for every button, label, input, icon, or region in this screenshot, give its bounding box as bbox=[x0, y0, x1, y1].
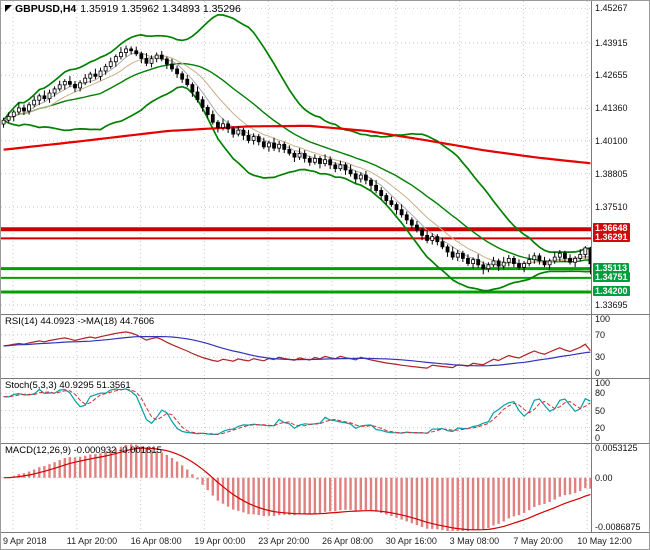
macd-canvas[interactable] bbox=[1, 444, 593, 531]
chart-title: GBPUSD,H4 1.35919 1.35962 1.34893 1.35296 bbox=[5, 3, 241, 15]
support-price-badge: 1.34200 bbox=[593, 285, 630, 296]
resistance-price-badge: 1.36648 bbox=[593, 223, 630, 234]
time-tick-label: 23 Apr 20:00 bbox=[258, 536, 310, 546]
price-tick-label: 1.45267 bbox=[595, 3, 628, 14]
price-tick-label: 1.40100 bbox=[595, 135, 628, 146]
stoch-tick-label: 0 bbox=[595, 433, 601, 443]
time-tick-label: 10 May 12:00 bbox=[577, 536, 632, 546]
macd-tick-label: 0.00 bbox=[595, 472, 613, 483]
rsi-axis[interactable]: 100 70 30 0 bbox=[591, 314, 649, 378]
price-tick-label: 1.33695 bbox=[595, 299, 628, 310]
rsi-tick-label: 70 bbox=[595, 329, 606, 340]
stoch-tick-label: 80 bbox=[595, 388, 606, 399]
time-tick-label: 26 Apr 08:00 bbox=[322, 536, 374, 546]
rsi-tick-label: 0 bbox=[595, 368, 601, 378]
price-tick-label: 1.37510 bbox=[595, 202, 628, 213]
time-tick-label: 7 May 20:00 bbox=[513, 536, 563, 546]
chart-corner-icon bbox=[5, 5, 12, 12]
stochastic-label: Stoch(5,3,3) 40.9295 51.3561 bbox=[5, 380, 131, 391]
macd-axis[interactable]: 0.0053125 0.00 -0.0086875 bbox=[591, 443, 649, 532]
rsi-label: RSI(14) 44.0923 ->MA(18) 44.7606 bbox=[5, 316, 155, 327]
resistance-price-badge: 1.36291 bbox=[593, 232, 630, 243]
price-tick-label: 1.42655 bbox=[595, 70, 628, 81]
price-axis[interactable]: 1.45267 1.43915 1.42655 1.41360 1.40100 1.388… bbox=[591, 1, 649, 314]
macd-panel: 0.0053125 0.00 -0.0086875 MACD(12,26,9) -0… bbox=[1, 443, 649, 533]
macd-tick-label: 0.0053125 bbox=[595, 443, 638, 453]
time-tick-label: 30 Apr 16:00 bbox=[385, 536, 437, 546]
stoch-tick-label: 100 bbox=[595, 378, 611, 388]
rsi-panel: 100 70 30 0 RSI(14) 44.0923 ->MA(18) 44.760… bbox=[1, 314, 649, 379]
macd-label: MACD(12,26,9) -0.000932 -0.001615 bbox=[5, 445, 162, 456]
stochastic-canvas[interactable] bbox=[1, 379, 593, 442]
main-chart-panel: 1.45267 1.43915 1.42655 1.41360 1.40100 1.388… bbox=[1, 1, 649, 315]
price-tick-label: 1.41360 bbox=[595, 103, 628, 114]
main-chart-canvas[interactable] bbox=[1, 1, 593, 313]
macd-tick-label: -0.0086875 bbox=[595, 522, 641, 532]
stochastic-axis[interactable]: 100 80 50 20 0 bbox=[591, 378, 649, 443]
rsi-tick-label: 100 bbox=[595, 314, 611, 324]
rsi-canvas[interactable] bbox=[1, 315, 593, 377]
symbol-label: GBPUSD,H4 bbox=[15, 3, 77, 15]
stoch-tick-label: 50 bbox=[595, 405, 606, 416]
support-price-badge: 1.34751 bbox=[593, 271, 630, 282]
rsi-tick-label: 30 bbox=[595, 352, 606, 363]
time-tick-label: 16 Apr 08:00 bbox=[130, 536, 182, 546]
time-axis[interactable]: 9 Apr 2018 11 Apr 20:00 16 Apr 08:00 19 Apr… bbox=[1, 533, 649, 549]
ohlc-label: 1.35919 1.35962 1.34893 1.35296 bbox=[80, 3, 241, 15]
time-tick-label: 9 Apr 2018 bbox=[3, 536, 47, 546]
time-tick-label: 3 May 08:00 bbox=[449, 536, 500, 546]
time-tick-label: 11 Apr 20:00 bbox=[66, 536, 118, 546]
price-tick-label: 1.38805 bbox=[595, 168, 628, 179]
support-price-badge: 1.35113 bbox=[593, 262, 630, 273]
stoch-tick-label: 20 bbox=[595, 422, 606, 433]
time-tick-label: 19 Apr 00:00 bbox=[194, 536, 246, 546]
stochastic-panel: 100 80 50 20 0 Stoch(5,3,3) 40.9295 51.3561 bbox=[1, 378, 649, 444]
price-tick-label: 1.43915 bbox=[595, 37, 628, 48]
